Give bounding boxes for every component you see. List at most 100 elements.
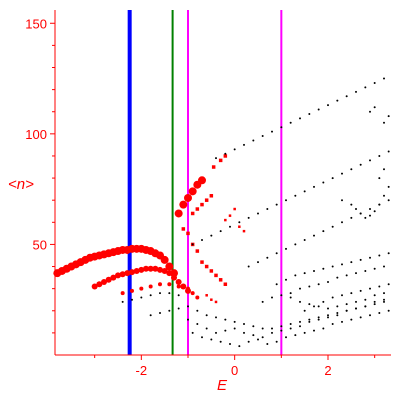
data-point [158,282,162,287]
data-point [387,115,390,118]
data-point [350,168,353,171]
data-point [252,334,255,337]
data-point [285,247,287,250]
data-point [271,331,273,334]
data-point [341,199,343,202]
data-point [369,314,371,317]
data-point [373,210,376,213]
data-point [238,221,241,224]
data-point [170,269,178,278]
data-point [285,336,287,339]
data-point [369,256,371,259]
data-point [149,294,152,297]
data-point [378,254,381,257]
data-point [238,345,241,348]
data-point [350,203,353,206]
data-point [331,177,334,180]
data-point [317,283,320,286]
data-point [161,267,168,274]
data-point [341,172,343,175]
data-point [210,338,213,341]
data-point [261,327,264,330]
data-point [257,338,259,341]
data-point [138,266,145,273]
data-point [247,216,250,219]
data-point [196,309,199,312]
data-point [233,148,236,151]
data-point [285,278,287,281]
data-point [299,320,301,323]
data-point [187,305,189,308]
data-point [336,276,339,279]
data-point [275,252,278,255]
data-point [91,283,98,290]
data-point [383,300,385,303]
data-point [383,121,385,124]
data-point [115,272,121,279]
data-point [345,95,348,98]
data-point [209,269,214,273]
data-point [214,273,218,278]
data-point [387,185,390,188]
data-point [205,327,208,330]
data-point [211,165,216,169]
data-point [341,263,343,266]
data-point [257,212,259,215]
y-tick-label: 100 [25,127,47,142]
data-point [327,316,329,319]
data-point [355,208,357,211]
data-point [355,272,357,275]
data-point [198,176,206,185]
data-point [257,261,259,264]
data-point [247,265,250,268]
data-point [177,294,180,297]
data-point [201,336,203,339]
data-point [303,309,306,312]
data-point [383,292,385,295]
data-point [160,255,169,264]
data-point [350,292,353,295]
vertical-lines [127,10,283,355]
data-point [186,231,190,236]
data-point [188,187,197,196]
data-point [119,271,126,278]
data-point [219,340,222,343]
data-point [289,292,292,295]
data-point [378,285,381,288]
data-point [175,279,182,286]
data-point [364,305,367,308]
data-point [215,331,217,334]
data-point [229,225,231,228]
y-tick-label: 150 [25,16,47,31]
data-point [308,285,311,288]
data-point [196,323,199,326]
data-point [373,303,376,306]
data-point [373,106,376,109]
data-point [355,90,357,93]
data-point [308,318,311,321]
data-point [336,311,339,314]
data-point [266,342,269,345]
data-point [322,181,325,184]
data-point [313,329,315,332]
data-point [331,296,334,299]
data-point [280,126,283,129]
data-point [289,121,292,124]
data-point [289,296,292,299]
data-point [143,265,149,272]
data-point [299,325,301,328]
data-point [294,274,297,277]
data-point [191,331,194,334]
data-point [101,279,107,286]
data-point [224,218,227,222]
data-point [364,298,367,301]
data-point [331,225,334,228]
data-point [243,323,245,326]
data-point [359,163,362,166]
data-point [294,243,297,246]
data-point [204,198,209,202]
data-point [313,234,315,237]
data-point [252,139,255,142]
data-point [285,199,287,202]
data-point [327,314,329,317]
